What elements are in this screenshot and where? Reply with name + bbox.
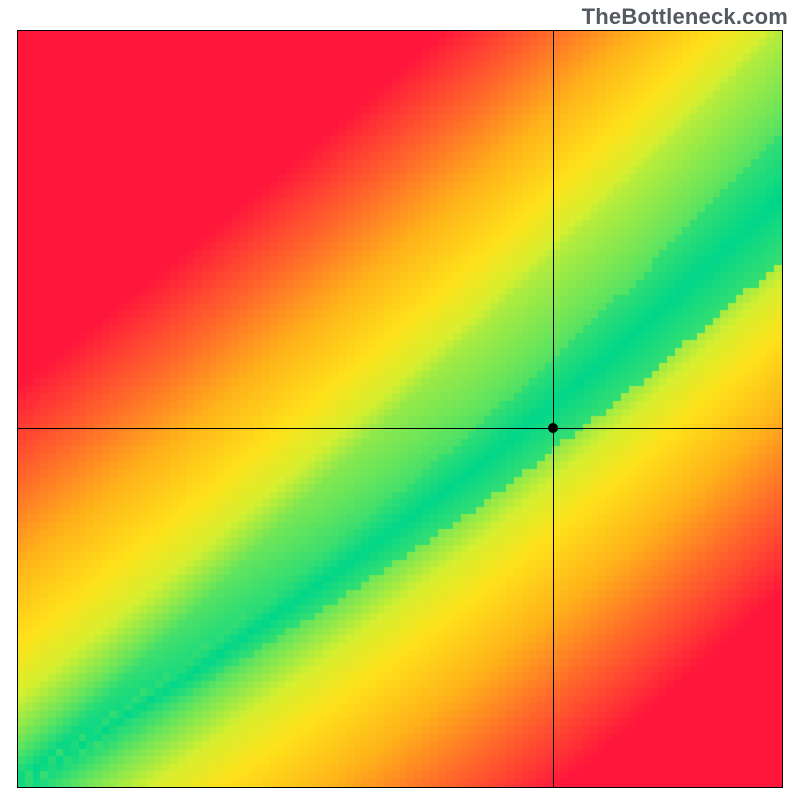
source-watermark: TheBottleneck.com bbox=[582, 4, 788, 30]
chart-container: TheBottleneck.com bbox=[0, 0, 800, 800]
heatmap-canvas bbox=[18, 31, 782, 787]
crosshair-horizontal-line bbox=[18, 428, 782, 429]
crosshair-marker-icon bbox=[548, 423, 558, 433]
crosshair-vertical-line bbox=[553, 31, 554, 787]
heatmap-plot bbox=[17, 30, 783, 788]
